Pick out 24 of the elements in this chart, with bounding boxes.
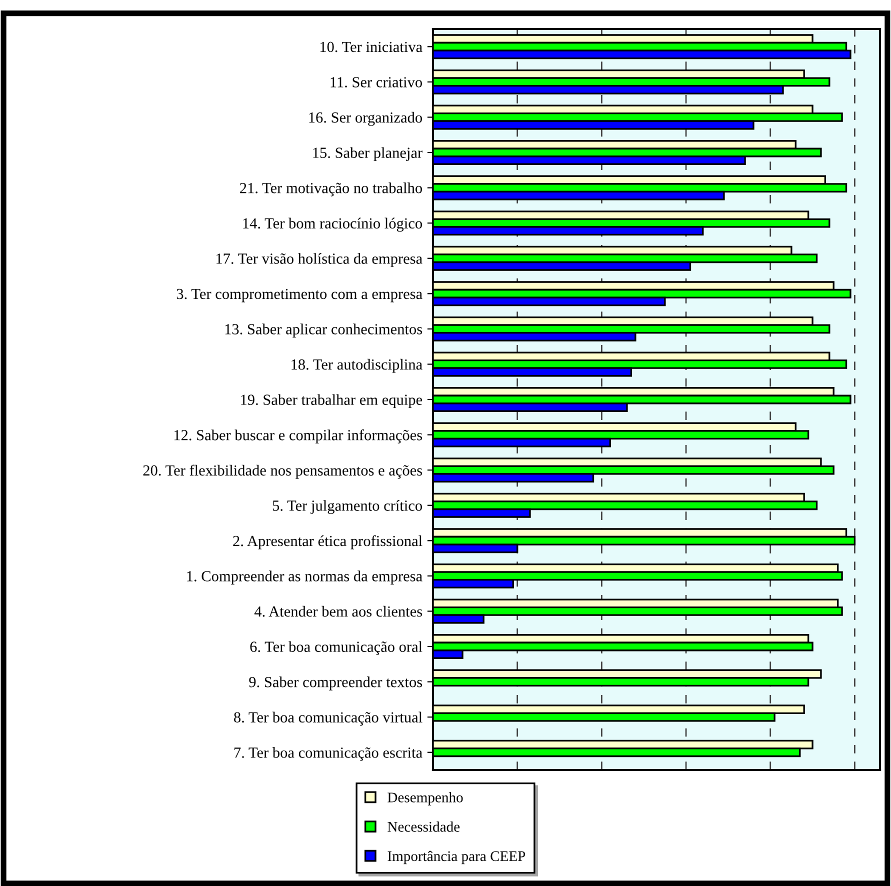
- y-tick-label: 5. Ter julgamento crítico: [272, 500, 422, 514]
- legend-label: Desempenho: [388, 792, 463, 806]
- y-tick-label: 13. Saber aplicar conhecimentos: [225, 324, 422, 338]
- y-tick-label: 15. Saber planejar: [313, 147, 422, 162]
- y-tick-label: 21. Ter motivação no trabalho: [240, 182, 422, 196]
- y-tick-label: 19. Saber trabalhar em equipe: [241, 394, 422, 408]
- y-tick-label: 3. Ter comprometimento com a empresa: [176, 288, 422, 302]
- y-tick-label: 18. Ter autodisciplina: [292, 358, 422, 373]
- y-tick-label: 8. Ter boa comunicação virtual: [234, 712, 422, 726]
- y-tick-label: 12. Saber buscar e compilar informações: [174, 429, 422, 444]
- y-tick-label: 10. Ter iniciativa: [320, 42, 422, 52]
- y-tick-label: 1. Compreender as normas da empresa: [187, 570, 422, 584]
- y-tick-label: 2. Apresentar ética profissional: [233, 535, 422, 550]
- legend-label: Necessidade: [388, 821, 460, 832]
- y-tick-label: 9. Saber compreender textos: [249, 676, 422, 690]
- y-tick-label: 16. Ser organizado: [309, 112, 422, 126]
- legend-label: Importância para CEEP: [388, 850, 526, 864]
- y-tick-label: 11. Ser criativo: [330, 77, 422, 88]
- y-tick-label: 20. Ter flexibilidade nos pensamentos e ações: [143, 464, 422, 479]
- y-tick-label: 4. Atender bem aos clientes: [254, 606, 422, 617]
- y-tick-label: 6. Ter boa comunicação oral: [250, 641, 422, 656]
- y-tick-label: 7. Ter boa comunicação escrita: [234, 747, 422, 761]
- y-tick-label: 14. Ter bom raciocínio lógico: [243, 218, 422, 232]
- y-tick-label: 17. Ter visão holística da empresa: [216, 253, 422, 267]
